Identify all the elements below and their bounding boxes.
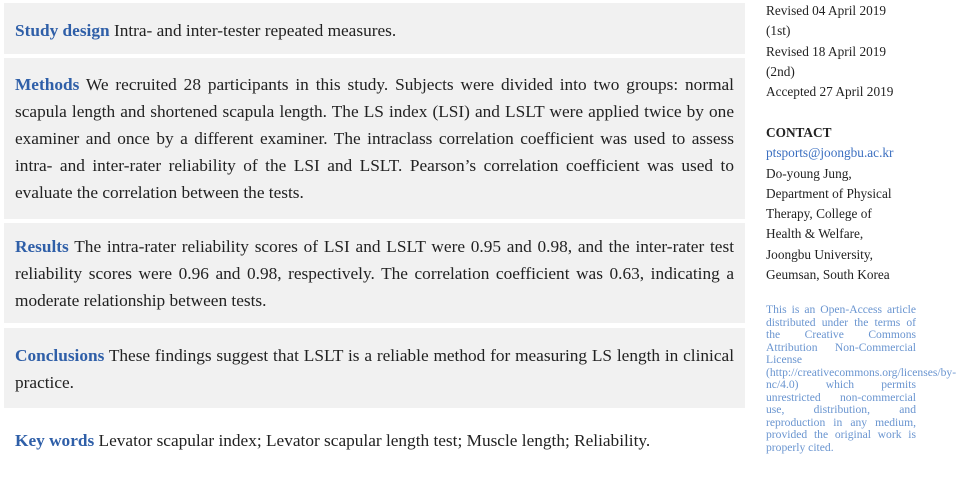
address-line: Therapy, College of xyxy=(766,206,872,222)
contact-block: CONTACT ptsports@joongbu.ac.kr Do-young … xyxy=(766,123,946,285)
address-line: Joongbu University, xyxy=(766,246,873,262)
section-text: The intra-rater reliability scores of LS… xyxy=(15,237,734,310)
contact-heading: CONTACT xyxy=(766,125,832,140)
section-label: Key words xyxy=(15,431,95,450)
section-text: We recruited 28 participants in this stu… xyxy=(15,75,734,202)
license-notice: This is an Open-Access article distribut… xyxy=(766,303,957,454)
keywords-section: Key words Levator scapular index; Levato… xyxy=(4,427,745,454)
date-line: (1st) xyxy=(766,23,791,39)
section-text: Intra- and inter-tester repeated measure… xyxy=(113,21,397,40)
article-dates: Revised 04 April 2019 (1st) Revised 18 A… xyxy=(766,1,946,102)
address-line: Department of Physical xyxy=(766,185,892,201)
methods-section: Methods We recruited 28 participants in … xyxy=(4,58,745,219)
address-line: Do-young Jung, xyxy=(766,165,852,181)
date-line: Revised 04 April 2019 xyxy=(766,3,887,18)
section-label: Conclusions xyxy=(15,346,105,365)
contact-email-link[interactable]: ptsports@joongbu.ac.kr xyxy=(766,145,894,161)
section-text: Levator scapular index; Levator scapular… xyxy=(98,431,651,450)
section-label: Methods xyxy=(15,75,80,94)
address-line: Geumsan, South Korea xyxy=(766,267,890,283)
date-line: Accepted 27 April 2019 xyxy=(766,84,894,100)
address-line: Health & Welfare, xyxy=(766,226,864,242)
date-line: Revised 18 April 2019 xyxy=(766,43,887,59)
conclusions-section: Conclusions These findings suggest that … xyxy=(4,328,745,408)
section-label: Results xyxy=(15,237,69,256)
section-text: These findings suggest that LSLT is a re… xyxy=(15,346,734,392)
section-label: Study design xyxy=(15,21,110,40)
date-line: (2nd) xyxy=(766,63,795,79)
study-design-section: Study design Intra- and inter-tester rep… xyxy=(4,3,745,54)
results-section: Results The intra-rater reliability scor… xyxy=(4,223,745,323)
